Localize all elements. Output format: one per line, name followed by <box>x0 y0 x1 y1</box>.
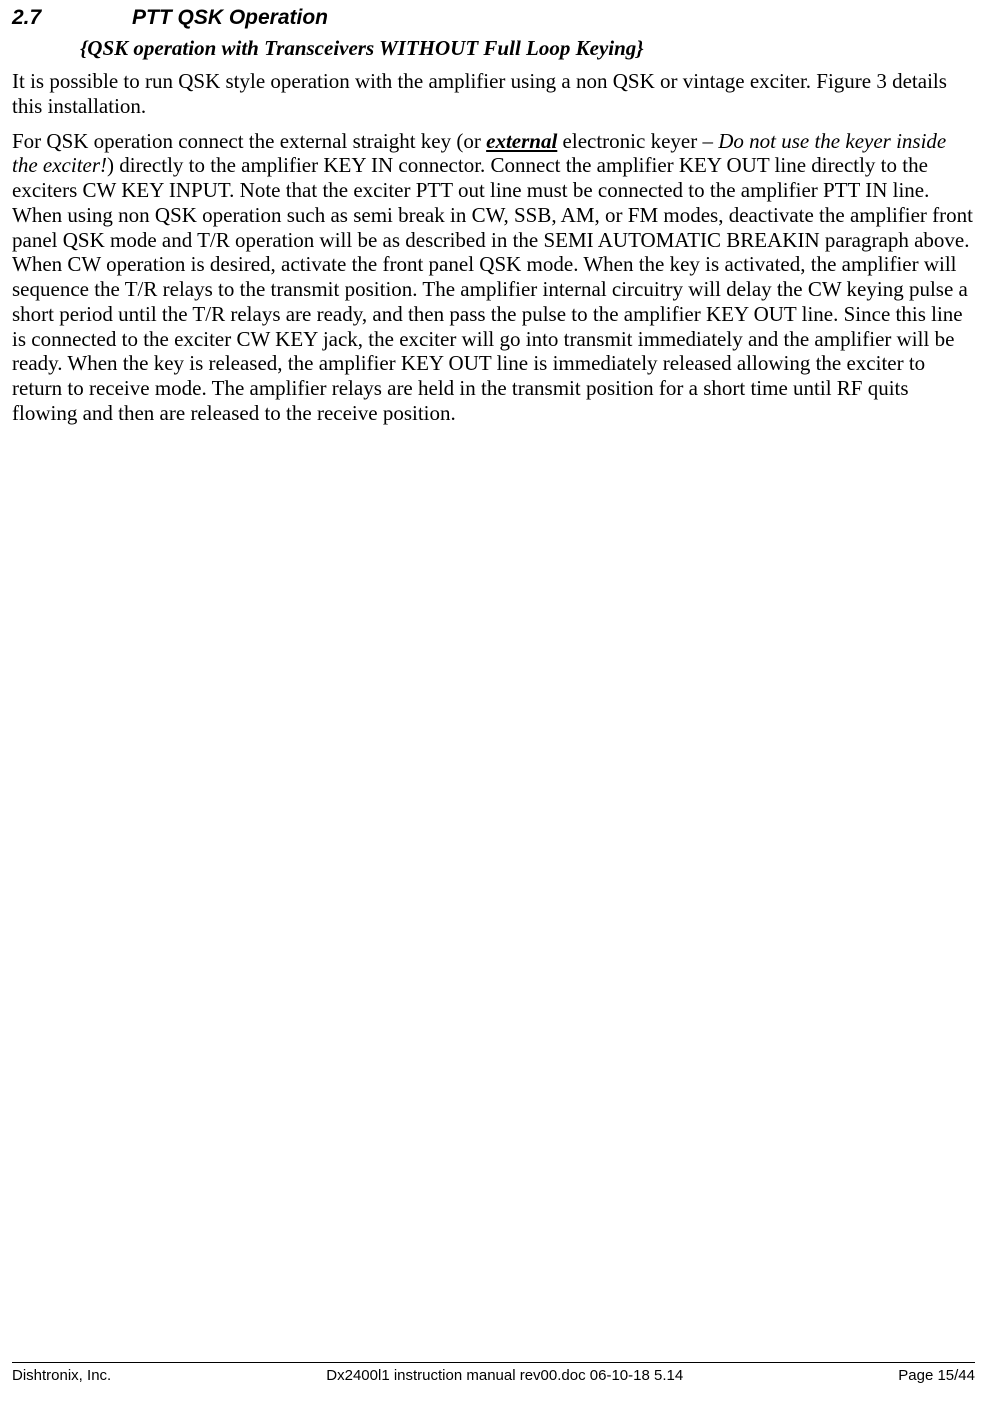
paragraph-1: It is possible to run QSK style operatio… <box>12 69 975 119</box>
footer-center: Dx2400l1 instruction manual rev00.doc 06… <box>326 1367 683 1384</box>
page: 2.7 PTT QSK Operation {QSK operation wit… <box>0 0 987 1402</box>
para2-post: ) directly to the amplifier KEY IN conne… <box>12 153 973 425</box>
section-heading: 2.7 PTT QSK Operation <box>12 6 975 30</box>
section-title: PTT QSK Operation <box>132 6 328 30</box>
footer-right: Page 15/44 <box>898 1367 975 1384</box>
spacer <box>12 436 975 1362</box>
para2-mid: electronic keyer – <box>557 129 718 153</box>
para2-external: external <box>486 129 557 153</box>
paragraph-2: For QSK operation connect the external s… <box>12 129 975 426</box>
section-subtitle: {QSK operation with Transceivers WITHOUT… <box>80 36 975 61</box>
section-number: 2.7 <box>12 6 132 30</box>
footer-left: Dishtronix, Inc. <box>12 1367 111 1384</box>
para2-pre: For QSK operation connect the external s… <box>12 129 486 153</box>
footer: Dishtronix, Inc. Dx2400l1 instruction ma… <box>12 1362 975 1402</box>
